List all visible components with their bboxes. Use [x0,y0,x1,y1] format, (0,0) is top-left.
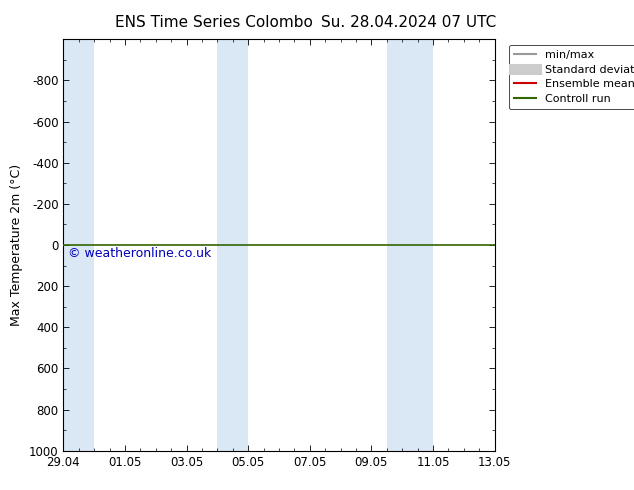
Legend: min/max, Standard deviation, Ensemble mean run, Controll run: min/max, Standard deviation, Ensemble me… [508,45,634,109]
Bar [217,39,248,451]
Text: © weatheronline.co.uk: © weatheronline.co.uk [68,247,211,260]
Text: ENS Time Series Colombo: ENS Time Series Colombo [115,15,313,30]
Text: Su. 28.04.2024 07 UTC: Su. 28.04.2024 07 UTC [321,15,496,30]
Y-axis label: Max Temperature 2m (°C): Max Temperature 2m (°C) [10,164,23,326]
Bar [60,39,94,451]
Bar [387,39,433,451]
